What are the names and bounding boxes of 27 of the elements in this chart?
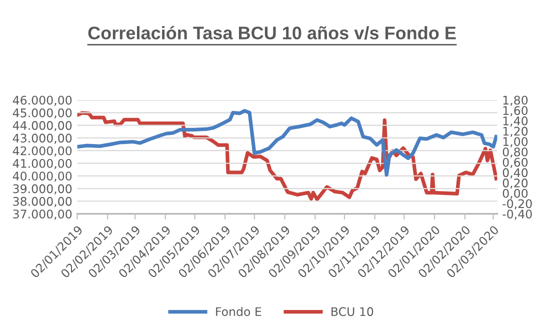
legend-label: BCU 10	[332, 307, 374, 316]
y-tick-label: 44.000,00	[12, 121, 72, 132]
y2-tick-label: 0,20	[502, 178, 528, 189]
y-tick-label: 38.000,00	[13, 196, 72, 208]
y-tick-label: 37.000,00	[13, 210, 72, 220]
y-tick-label: 42.000,00	[12, 146, 72, 156]
y-tick-label: 43.000,00	[12, 134, 72, 144]
y2-tick-label: 1,00	[503, 137, 528, 148]
legend-label: Fondo E	[216, 306, 262, 316]
line-series	[77, 111, 498, 202]
line-series	[77, 108, 498, 177]
y2-tick-label: -0,40	[502, 210, 532, 220]
y2-tick-label: 1,20	[503, 126, 528, 137]
y2-tick-label: 1,40	[503, 116, 528, 127]
y2-tick-label: 0,60	[502, 158, 528, 168]
y-tick-label: 41.000,00	[12, 158, 72, 170]
y-tick-label: 39.000,00	[13, 184, 72, 194]
y2-tick-label: 1,80	[503, 96, 528, 106]
y-tick-label: 40.000,00	[12, 172, 72, 182]
y2-tick-label: -0,20	[502, 199, 532, 210]
y2-tick-label: 1,60	[503, 106, 528, 116]
y-tick-label: 46.000,00	[12, 96, 72, 106]
y-tick-label: 45.000,00	[12, 108, 72, 119]
chart-title: Correlación Tasa BCU 10 años v/s Fondo E	[88, 26, 456, 40]
y2-tick-label: 0,40	[502, 168, 528, 178]
y2-tick-label: 0,00	[502, 188, 528, 200]
y2-tick-label: 0,80	[502, 147, 528, 158]
